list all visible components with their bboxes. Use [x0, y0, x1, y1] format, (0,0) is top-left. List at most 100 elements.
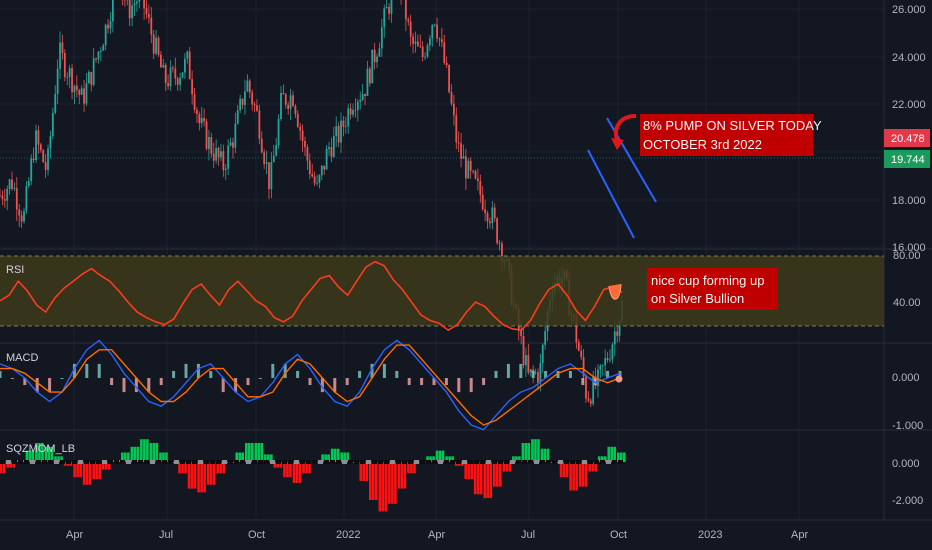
macd-hist-bar	[258, 378, 262, 379]
squeeze-dot	[18, 460, 23, 464]
squeeze-dot	[360, 460, 365, 464]
candle-body	[143, 0, 145, 9]
sqzmom-histogram	[0, 439, 626, 512]
macd-hist-bar	[0, 370, 2, 378]
squeeze-dot	[240, 460, 245, 464]
squeeze-dot	[192, 460, 197, 464]
macd-pane[interactable]: MACD 0.000 -1.000	[0, 339, 923, 432]
sqzmom-bar	[556, 462, 559, 463]
candle-body	[111, 0, 114, 22]
sqzmom-bar	[178, 462, 181, 474]
sqzmom-bar	[143, 439, 146, 462]
candle-body	[421, 46, 424, 57]
sqzmom-bar	[216, 462, 219, 474]
candle-body	[131, 5, 133, 19]
sqzmom-bar	[489, 462, 493, 499]
candle-body	[342, 120, 345, 127]
macd-hist-bar	[506, 363, 510, 378]
macd-hist-bar	[556, 370, 560, 378]
sqzmom-bar	[600, 456, 604, 462]
sqzmom-bar	[572, 462, 575, 491]
candle-body	[0, 195, 1, 197]
sqzmom-bar	[620, 452, 623, 462]
sqzmom-title: SQZMOM_LB	[6, 443, 75, 455]
candle-body	[37, 130, 40, 145]
candle-body	[215, 147, 218, 161]
macd-hist-bar	[172, 370, 176, 378]
candle-body	[491, 207, 494, 224]
squeeze-dot	[162, 460, 167, 464]
candle-body	[85, 83, 88, 104]
candle-body	[272, 155, 275, 163]
candle-body	[42, 150, 45, 163]
candle-body	[352, 109, 354, 115]
sqzmom-bar	[575, 462, 578, 491]
candle-body	[364, 93, 366, 96]
cup-note-box[interactable]	[647, 268, 778, 310]
macd-hist-bar	[184, 363, 188, 378]
candle-body	[539, 362, 542, 383]
macd-hist-bar	[358, 370, 362, 378]
candle-body	[320, 165, 323, 176]
sqzmom-bar	[372, 462, 375, 500]
squeeze-dot	[516, 460, 521, 464]
squeeze-dot	[126, 460, 131, 464]
squeeze-dot	[534, 460, 539, 464]
candle-body	[481, 194, 484, 210]
sqzmom-bar	[308, 462, 311, 474]
sqzmom-bar	[267, 454, 270, 462]
sqzmom-bar	[184, 462, 187, 474]
squeeze-dot	[54, 460, 59, 464]
candle-body	[462, 156, 465, 159]
sqzmom-bar	[330, 448, 334, 462]
candle-body	[440, 39, 443, 43]
candle-body	[501, 243, 503, 262]
squeeze-dot	[102, 460, 107, 464]
arrow-head-icon	[611, 138, 624, 150]
macd-tick-label: -1.000	[892, 420, 923, 432]
squeeze-dot	[264, 460, 269, 464]
sqzmom-bar	[197, 462, 200, 493]
candle-body	[340, 120, 342, 143]
candle-body	[147, 13, 150, 18]
candle-body	[30, 158, 33, 182]
candle-body	[606, 358, 609, 360]
sqzmom-tick-label: -2.000	[892, 495, 923, 507]
sqzmom-bar	[54, 456, 57, 462]
candle-body	[455, 115, 458, 143]
candle-body	[306, 147, 309, 161]
sqzmom-bar	[251, 443, 254, 462]
candle-body	[270, 162, 273, 190]
squeeze-dot	[414, 460, 419, 464]
sqzmom-bar	[50, 446, 54, 462]
squeeze-dot	[258, 460, 263, 464]
macd-hist-bar	[618, 370, 622, 378]
trend-line-lower[interactable]	[587, 149, 635, 239]
rsi-pane[interactable]: nice cup forming up on Silver Bullion RS…	[0, 250, 921, 332]
squeeze-dot	[222, 460, 227, 464]
sqzmom-bar	[203, 462, 206, 493]
candle-body	[613, 331, 616, 345]
pump-note-box[interactable]	[640, 114, 813, 156]
candle-body	[92, 58, 95, 85]
macd-hist-bar	[48, 378, 52, 393]
price-pane[interactable]: 8% PUMP ON SILVER TODAY OCTOBER 3rd 2022…	[0, 0, 930, 408]
sqzmom-bar	[540, 448, 544, 462]
squeeze-dot	[510, 460, 515, 464]
candle-body	[585, 376, 587, 399]
price-tick-label: 26.000	[892, 4, 926, 16]
price-tick-label: 22.000	[892, 99, 926, 111]
squeeze-dot	[594, 460, 599, 464]
sqzmom-bar	[359, 462, 363, 481]
sqzmom-bar	[375, 462, 378, 500]
sqzmom-bar	[219, 462, 222, 474]
sqzmom-bar	[107, 462, 111, 470]
squeeze-dot	[492, 460, 497, 464]
squeeze-dot	[24, 460, 29, 464]
squeeze-dot	[6, 460, 11, 464]
sqzmom-pane[interactable]: SQZMOM_LB 0.000 -2.000	[0, 439, 923, 512]
sqzmom-bar	[190, 462, 194, 489]
candle-body	[493, 207, 496, 219]
sqzmom-bar	[502, 462, 506, 472]
